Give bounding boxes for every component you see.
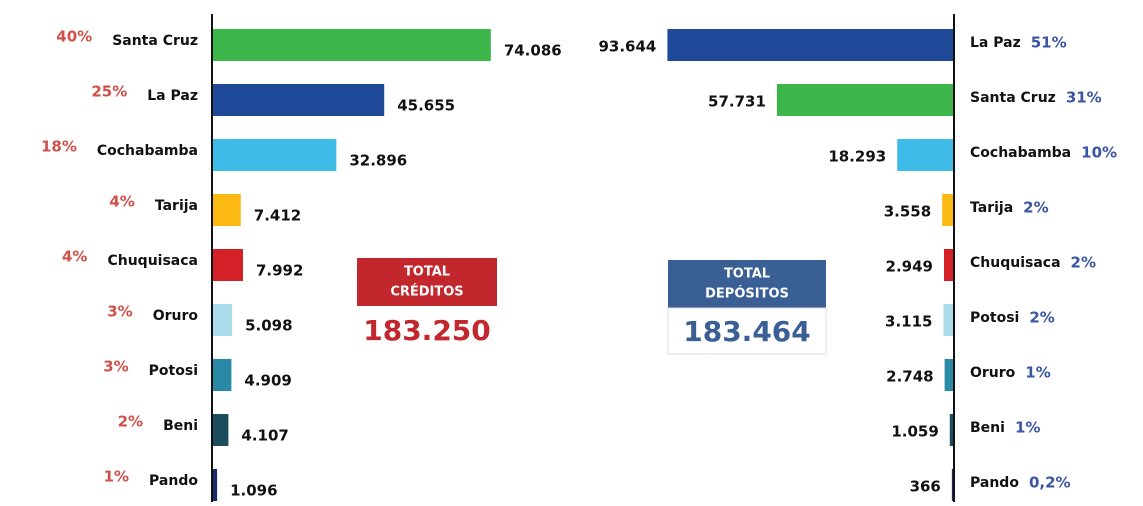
value-label: 366: [910, 478, 941, 496]
share-label: 40%: [56, 28, 92, 46]
bar: [213, 249, 243, 281]
category-label: La Paz: [147, 88, 198, 104]
bar: [951, 469, 953, 501]
share-label: 10%: [1081, 144, 1117, 162]
value-label: 18.293: [828, 148, 886, 166]
share-label: 4%: [62, 248, 87, 266]
bar: [897, 139, 953, 171]
share-label: 0,2%: [1029, 474, 1071, 492]
bar: [213, 359, 232, 391]
category-label: Chuquisaca: [107, 253, 198, 269]
share-label: 3%: [107, 303, 132, 321]
value-label: 1.059: [891, 423, 938, 441]
total-title: TOTAL: [404, 265, 450, 280]
value-label: 45.655: [397, 97, 455, 115]
total-value: 183.464: [683, 315, 811, 348]
total-box: [357, 306, 497, 354]
share-label: 4%: [109, 193, 134, 211]
value-label: 4.107: [241, 427, 288, 445]
bar: [942, 194, 953, 226]
total-box: [667, 307, 827, 355]
value-label: 4.909: [244, 372, 291, 390]
total-header: [668, 260, 826, 308]
category-label: Pando: [149, 473, 198, 489]
total-title: DEPÓSITOS: [705, 286, 789, 302]
value-label: 3.115: [885, 313, 932, 331]
bar: [776, 84, 953, 116]
share-label: 1%: [1015, 419, 1040, 437]
bar: [213, 139, 337, 171]
category-label: Chuquisaca: [970, 255, 1061, 271]
value-label: 2.748: [886, 368, 933, 386]
bar: [944, 359, 953, 391]
category-label: La Paz: [970, 35, 1021, 51]
value-label: 3.558: [884, 203, 931, 221]
category-label: Potosi: [970, 310, 1019, 326]
category-label: Oruro: [153, 308, 199, 324]
share-label: 31%: [1066, 89, 1102, 107]
category-label: Cochabamba: [970, 145, 1071, 161]
total-header: [357, 258, 497, 306]
value-label: 2.949: [886, 258, 933, 276]
bar: [213, 469, 218, 501]
value-label: 57.731: [708, 93, 766, 111]
share-label: 2%: [1071, 254, 1096, 272]
bar: [213, 29, 491, 61]
value-label: 74.086: [504, 42, 562, 60]
bar: [667, 29, 953, 61]
category-label: Cochabamba: [97, 143, 198, 159]
value-label: 7.992: [256, 262, 303, 280]
bar: [943, 304, 953, 336]
share-label: 18%: [41, 138, 77, 156]
share-label: 25%: [91, 83, 127, 101]
share-label: 2%: [1023, 199, 1048, 217]
category-label: Tarija: [970, 200, 1013, 216]
value-label: 7.412: [254, 207, 301, 225]
category-label: Santa Cruz: [112, 33, 198, 49]
share-label: 3%: [103, 358, 128, 376]
value-label: 5.098: [245, 317, 292, 335]
bar: [213, 304, 233, 336]
share-label: 1%: [1025, 364, 1050, 382]
category-label: Beni: [163, 418, 198, 434]
total-value: 183.250: [363, 314, 491, 347]
bar: [949, 414, 953, 446]
total-title: CRÉDITOS: [390, 284, 463, 300]
share-label: 1%: [104, 468, 129, 486]
category-label: Beni: [970, 420, 1005, 436]
bar: [944, 249, 953, 281]
share-label: 2%: [1029, 309, 1054, 327]
category-label: Oruro: [970, 365, 1016, 381]
value-label: 1.096: [230, 482, 277, 500]
bar: [213, 84, 385, 116]
share-label: 51%: [1031, 34, 1067, 52]
value-label: 32.896: [349, 152, 407, 170]
category-label: Pando: [970, 475, 1019, 491]
share-label: 2%: [118, 413, 143, 431]
category-label: Potosi: [149, 363, 198, 379]
bar: [213, 194, 241, 226]
value-label: 93.644: [598, 38, 656, 56]
bar: [213, 414, 229, 446]
total-title: TOTAL: [724, 267, 770, 282]
category-label: Santa Cruz: [970, 90, 1056, 106]
category-label: Tarija: [155, 198, 198, 214]
